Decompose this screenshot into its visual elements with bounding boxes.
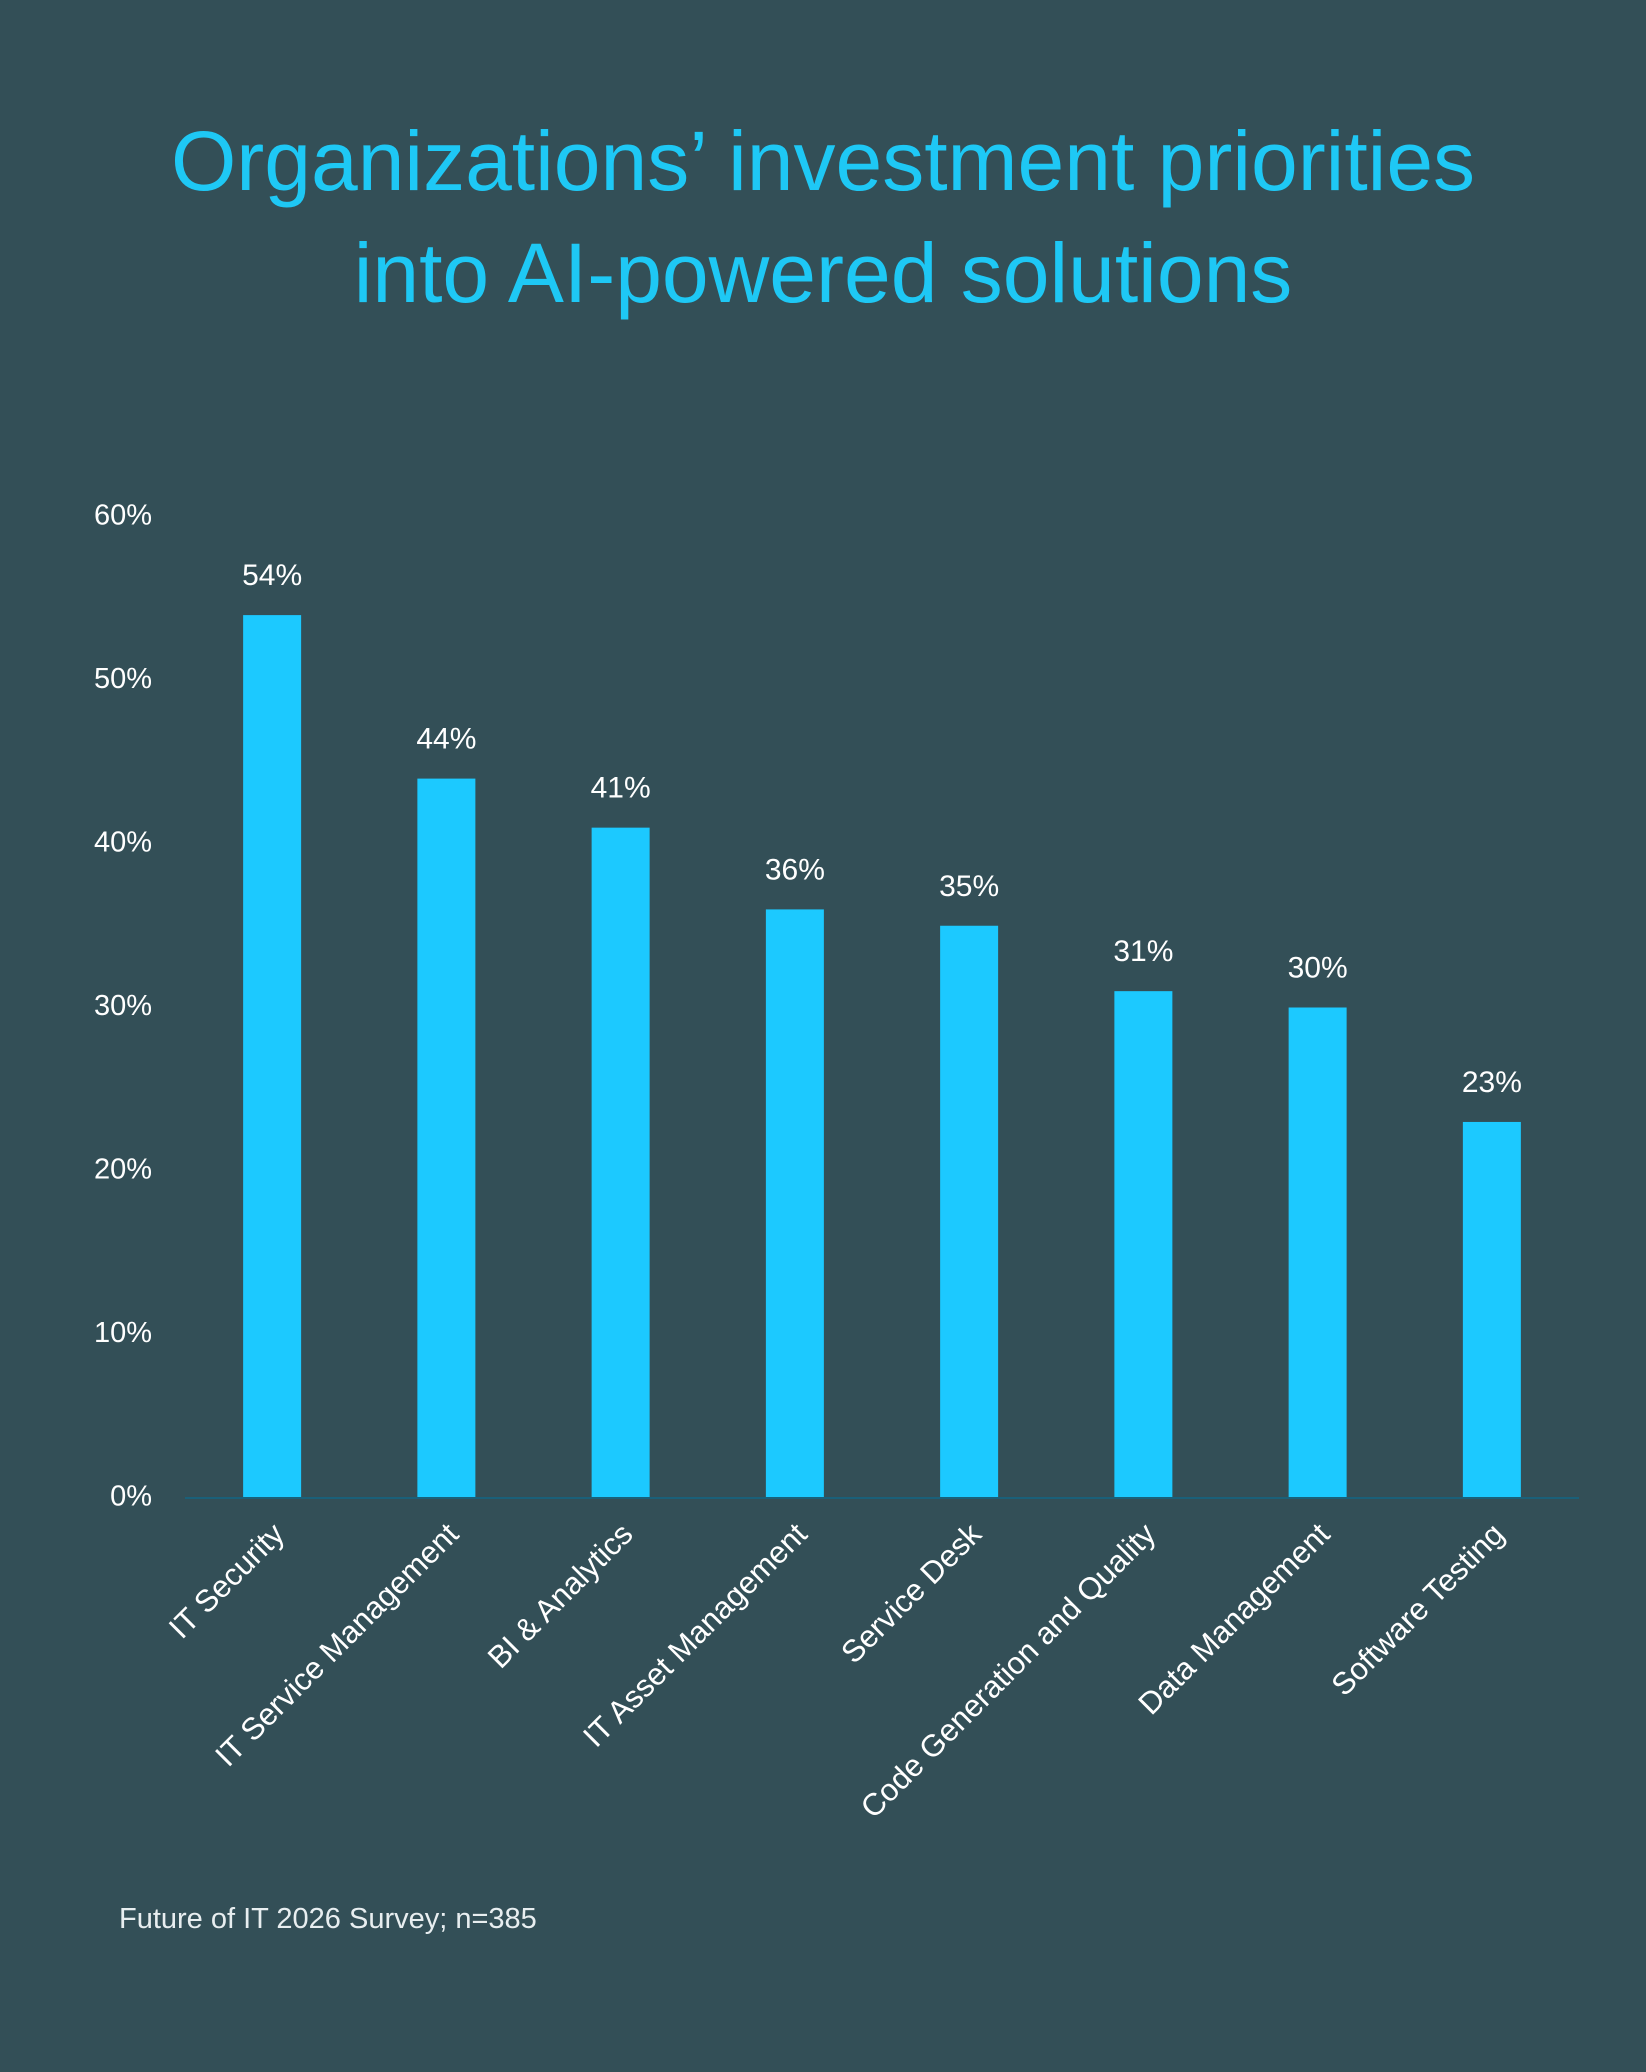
value-label: 54% bbox=[242, 559, 302, 592]
y-tick-label: 10% bbox=[94, 1317, 152, 1349]
value-label: 30% bbox=[1288, 952, 1348, 985]
bar bbox=[591, 827, 650, 1498]
value-label: 35% bbox=[939, 870, 999, 903]
bar bbox=[417, 778, 476, 1498]
y-tick-label: 50% bbox=[94, 663, 152, 695]
chart-title: into AI-powered solutions bbox=[354, 226, 1293, 320]
bar bbox=[940, 925, 999, 1498]
bar bbox=[765, 909, 824, 1498]
y-tick-label: 20% bbox=[94, 1154, 152, 1186]
y-tick-label: 30% bbox=[94, 990, 152, 1022]
value-label: 44% bbox=[416, 723, 476, 756]
source-note: Future of IT 2026 Survey; n=385 bbox=[119, 1903, 537, 1935]
value-label: 41% bbox=[591, 772, 651, 805]
bar bbox=[1114, 991, 1173, 1498]
y-tick-label: 0% bbox=[110, 1481, 152, 1513]
bar bbox=[243, 615, 302, 1498]
bar bbox=[1288, 1007, 1347, 1498]
chart-title: Organizations’ investment priorities bbox=[171, 114, 1475, 208]
y-tick-label: 40% bbox=[94, 827, 152, 859]
value-label: 36% bbox=[765, 853, 825, 886]
value-label: 31% bbox=[1113, 935, 1173, 968]
value-label: 23% bbox=[1462, 1066, 1522, 1099]
y-tick-label: 60% bbox=[94, 500, 152, 532]
bar bbox=[1462, 1121, 1521, 1498]
